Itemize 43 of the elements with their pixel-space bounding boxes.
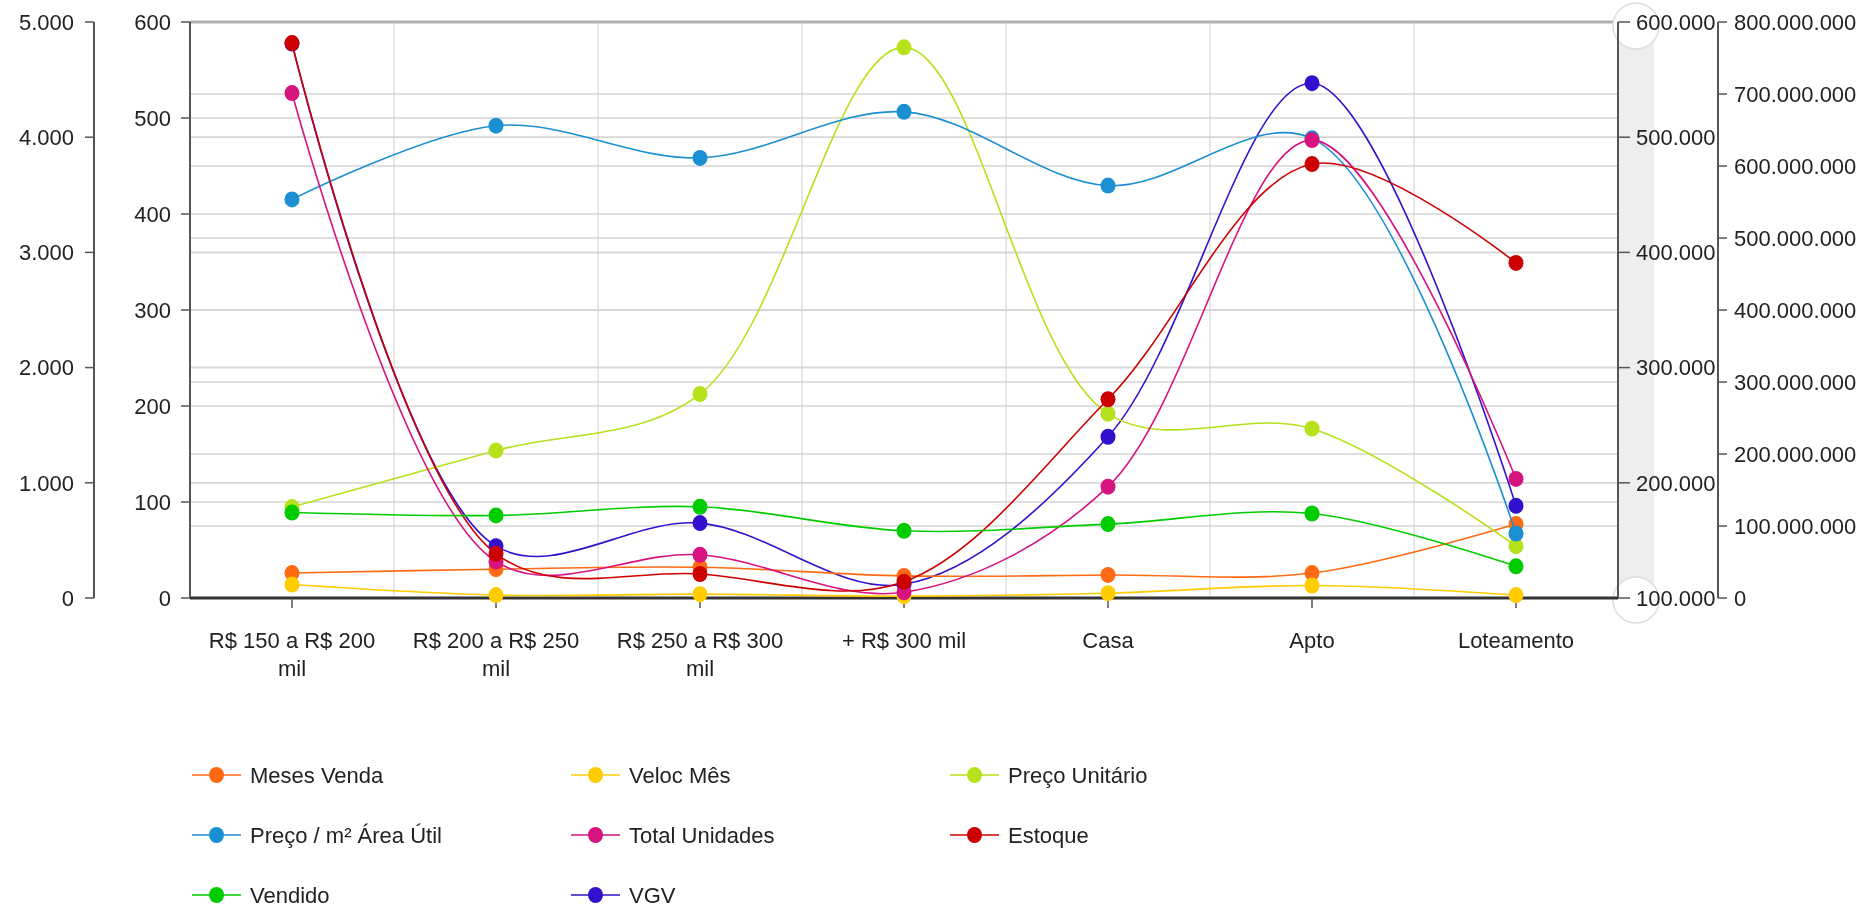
y2-tick-label: 300.000 <box>1636 355 1716 381</box>
legend-label: Total Unidades <box>629 822 775 848</box>
x-tick-label: R$ 150 a R$ 200 mil <box>208 628 376 681</box>
y-tick-label: 500.000.000 <box>1734 225 1857 251</box>
y2-tick-label: 200.000 <box>1636 470 1716 496</box>
y2-tick-label: 600.000 <box>1636 9 1716 35</box>
legend-label: VGV <box>629 882 676 908</box>
x-tick-label: + R$ 300 mil <box>841 628 967 653</box>
y-tick-label: 800.000.000 <box>1734 9 1857 35</box>
y2-tick-label: 100.000 <box>1636 585 1716 611</box>
y-tick-label: 300.000.000 <box>1734 369 1857 395</box>
legend-label: Meses Venda <box>250 762 385 788</box>
y-tick-label: 300 <box>134 297 171 323</box>
x-tick-label: R$ 200 a R$ 250 mil <box>412 628 580 681</box>
x-tick-label: Casa <box>1082 628 1135 653</box>
y-tick-label: 600.000.000 <box>1734 153 1857 179</box>
y-tick-label: 400 <box>134 201 171 227</box>
y-tick-label: 0 <box>1734 585 1747 611</box>
y3-tick-label: 5.000 <box>18 9 74 35</box>
y2-tick-label: 500.000 <box>1636 124 1716 150</box>
x-tick-label: Loteamento <box>1457 628 1575 653</box>
legend-label: Preço / m² Área Útil <box>250 822 442 848</box>
y2-tick-label: 400.000 <box>1636 240 1716 266</box>
x-tick-label: Apto <box>1289 628 1335 653</box>
legend-label: Vendido <box>250 882 330 908</box>
y3-tick-label: 4.000 <box>18 124 74 150</box>
y3-tick-label: 3.000 <box>18 240 74 266</box>
y-tick-label: 400.000.000 <box>1734 297 1857 323</box>
y-tick-label: 500 <box>134 105 171 131</box>
y-tick-label: 200 <box>134 393 171 419</box>
y-tick-label: 700.000.000 <box>1734 81 1857 107</box>
y-tick-label: 200.000.000 <box>1734 441 1857 467</box>
y-tick-label: 600 <box>134 9 171 35</box>
y-tick-label: 100 <box>134 489 171 515</box>
legend-label: Estoque <box>1008 822 1089 848</box>
x-tick-label: R$ 250 a R$ 300 mil <box>616 628 784 681</box>
y3-tick-label: 2.000 <box>18 355 74 381</box>
legend-label: Veloc Mês <box>629 762 731 788</box>
y-tick-label: 0 <box>158 585 171 611</box>
legend-label: Preço Unitário <box>1008 762 1148 788</box>
y-tick-label: 100.000.000 <box>1734 513 1857 539</box>
y3-tick-label: 0 <box>61 585 74 611</box>
y3-tick-label: 1.000 <box>18 470 74 496</box>
